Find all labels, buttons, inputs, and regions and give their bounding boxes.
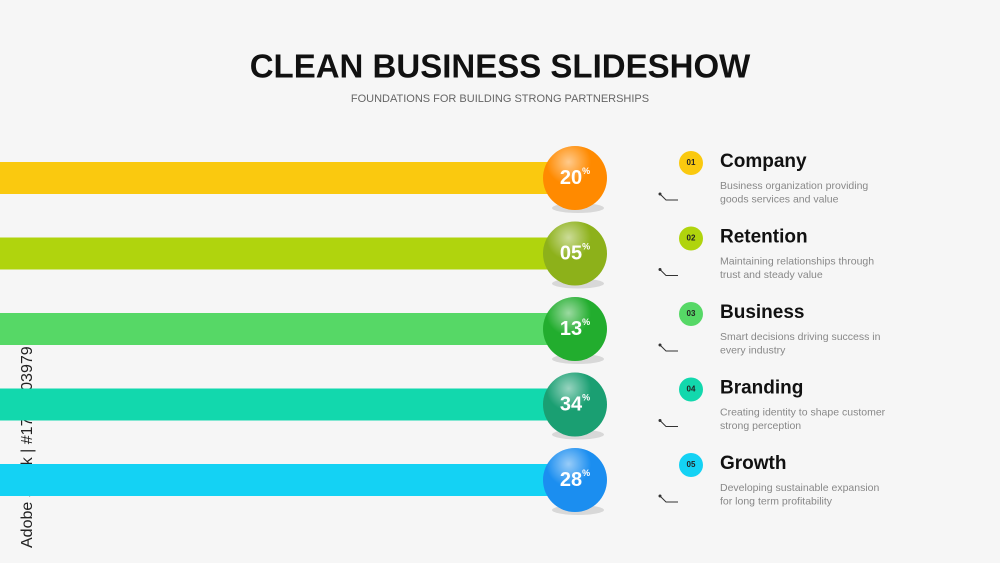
connector-dot — [658, 192, 662, 196]
item-description: Business organization providing — [720, 180, 868, 192]
number-label: 03 — [687, 309, 696, 318]
item-title: Business — [720, 302, 804, 323]
slide-subtitle: FOUNDATIONS FOR BUILDING STRONG PARTNERS… — [351, 93, 649, 105]
row: 34% 04 Branding Creating identity to shape … — [0, 372, 886, 440]
number-label: 05 — [687, 460, 696, 469]
connector-icon — [659, 344, 678, 352]
watermark-text: Adobe Stock | #1745103979 — [19, 346, 36, 548]
item-title: Branding — [720, 378, 803, 399]
connector-icon — [659, 420, 678, 427]
item-description: Creating identity to shape customer — [720, 406, 886, 418]
number-label: 02 — [687, 234, 696, 243]
percent-value: 05 — [560, 243, 582, 265]
connector-dot — [658, 268, 662, 271]
percent-label: 05% — [560, 242, 590, 265]
item-description: Smart decisions driving success in — [720, 331, 881, 343]
number-badge — [679, 226, 703, 251]
connector-dot — [658, 494, 662, 498]
row: 13% 03 Business Smart decisions driving suc… — [0, 297, 881, 364]
connector-dot — [658, 343, 662, 347]
item-title: Growth — [720, 453, 787, 474]
bar — [0, 313, 575, 345]
ball-shine — [543, 448, 607, 512]
item-description: for long term profitability — [720, 495, 833, 507]
percent-value: 28 — [560, 469, 582, 491]
item-title: Company — [720, 151, 807, 172]
ball-shine — [543, 146, 607, 210]
bar — [0, 388, 575, 421]
item-description: Maintaining relationships through — [720, 255, 874, 267]
number-label: 04 — [687, 385, 696, 394]
item-title: Retention — [720, 227, 808, 248]
percent-unit: % — [582, 468, 590, 478]
percent-value: 20 — [560, 167, 582, 189]
item-description: strong perception — [720, 420, 801, 432]
number-label: 01 — [687, 158, 696, 167]
connector-dot — [658, 419, 662, 422]
number-badge — [679, 453, 703, 477]
percent-unit: % — [582, 317, 590, 327]
percent-value: 13 — [560, 318, 582, 340]
connector-icon — [659, 193, 678, 201]
number-badge — [679, 377, 703, 402]
row: 28% 05 Growth Developing sustainable expans… — [0, 448, 880, 515]
bar — [0, 162, 575, 194]
rows: 20% 01 Company Business organization provid… — [0, 146, 886, 515]
item-description: every industry — [720, 344, 786, 356]
row: 20% 01 Company Business organization provid… — [0, 146, 868, 213]
item-description: goods services and value — [720, 193, 839, 205]
connector-icon — [659, 269, 678, 276]
number-badge — [679, 151, 703, 175]
slide-title: CLEAN BUSINESS SLIDESHOW — [250, 48, 751, 85]
bar — [0, 237, 575, 270]
bar — [0, 464, 575, 496]
percent-value: 34 — [560, 394, 583, 416]
percent-label: 34% — [560, 393, 590, 416]
percent-unit: % — [582, 166, 590, 176]
percent-label: 28% — [560, 468, 590, 491]
item-description: Developing sustainable expansion — [720, 482, 880, 494]
percent-label: 13% — [560, 317, 590, 340]
number-badge — [679, 302, 703, 326]
ball-shine — [543, 297, 607, 361]
percent-unit: % — [582, 242, 590, 252]
percent-unit: % — [582, 393, 590, 403]
connector-icon — [659, 495, 678, 503]
percent-label: 20% — [560, 166, 590, 189]
ball-shine — [543, 372, 607, 437]
item-description: trust and steady value — [720, 269, 823, 281]
ball-shine — [543, 221, 607, 286]
row: 05% 02 Retention Maintaining relationships … — [0, 221, 874, 289]
